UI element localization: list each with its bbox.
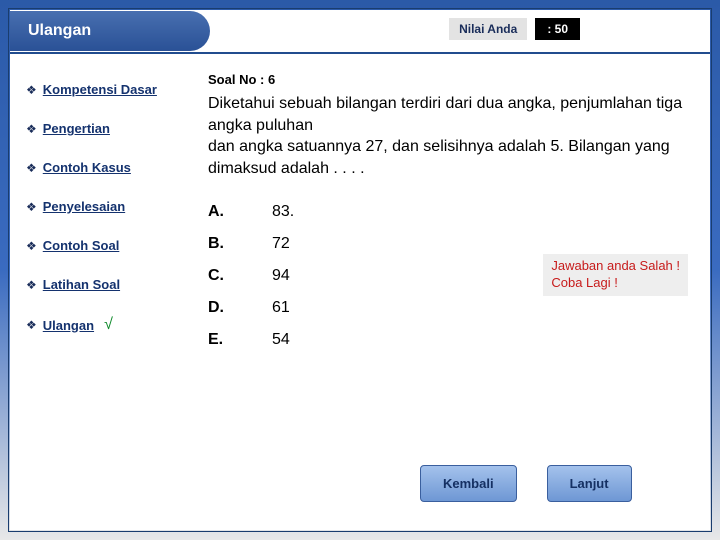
body: ❖ Kompetensi Dasar ❖ Pengertian ❖ Contoh Kasu… bbox=[10, 54, 710, 530]
sidebar-item-label: Penyelesaian bbox=[43, 199, 125, 214]
diamond-bullet-icon: ❖ bbox=[26, 200, 37, 214]
diamond-bullet-icon: ❖ bbox=[26, 122, 37, 136]
option-value: 83. bbox=[272, 203, 294, 221]
sidebar: ❖ Kompetensi Dasar ❖ Pengertian ❖ Contoh Kasu… bbox=[10, 54, 190, 530]
option-value: 94 bbox=[272, 267, 290, 285]
sidebar-item-label: Pengertian bbox=[43, 121, 110, 136]
sidebar-item-1[interactable]: ❖ Pengertian bbox=[26, 121, 182, 136]
diamond-bullet-icon: ❖ bbox=[26, 318, 37, 332]
app-container: Ulangan Nilai Anda : 50 ❖ Kompetensi Dasa… bbox=[10, 10, 710, 530]
back-button[interactable]: Kembali bbox=[420, 465, 517, 502]
diamond-bullet-icon: ❖ bbox=[26, 83, 37, 97]
sidebar-item-0[interactable]: ❖ Kompetensi Dasar bbox=[26, 82, 182, 97]
option-letter: E. bbox=[208, 331, 232, 349]
main-content: Soal No : 6 Diketahui sebuah bilangan te… bbox=[190, 54, 710, 530]
option-letter: D. bbox=[208, 299, 232, 317]
feedback-line2: Coba Lagi ! bbox=[551, 275, 680, 292]
option-B[interactable]: B. 72 bbox=[208, 235, 692, 253]
feedback-line1: Jawaban anda Salah ! bbox=[551, 258, 680, 275]
option-letter: C. bbox=[208, 267, 232, 285]
option-value: 72 bbox=[272, 235, 290, 253]
sidebar-item-2[interactable]: ❖ Contoh Kasus bbox=[26, 160, 182, 175]
check-icon: √ bbox=[104, 316, 113, 334]
option-E[interactable]: E. 54 bbox=[208, 331, 692, 349]
sidebar-item-label: Contoh Soal bbox=[43, 238, 120, 253]
diamond-bullet-icon: ❖ bbox=[26, 278, 37, 292]
sidebar-item-label: Latihan Soal bbox=[43, 277, 120, 292]
next-button[interactable]: Lanjut bbox=[547, 465, 632, 502]
option-value: 61 bbox=[272, 299, 290, 317]
question-number: Soal No : 6 bbox=[208, 72, 692, 87]
diamond-bullet-icon: ❖ bbox=[26, 239, 37, 253]
option-letter: A. bbox=[208, 203, 232, 221]
sidebar-item-3[interactable]: ❖ Penyelesaian bbox=[26, 199, 182, 214]
feedback-message: Jawaban anda Salah ! Coba Lagi ! bbox=[543, 254, 688, 296]
score-box: Nilai Anda : 50 bbox=[449, 18, 580, 40]
button-row: Kembali Lanjut bbox=[420, 465, 632, 502]
sidebar-item-label: Kompetensi Dasar bbox=[43, 82, 157, 97]
sidebar-item-label: Contoh Kasus bbox=[43, 160, 131, 175]
question-text: Diketahui sebuah bilangan terdiri dari d… bbox=[208, 93, 692, 179]
option-value: 54 bbox=[272, 331, 290, 349]
option-A[interactable]: A. 83. bbox=[208, 203, 692, 221]
option-letter: B. bbox=[208, 235, 232, 253]
score-label: Nilai Anda bbox=[449, 18, 527, 40]
title-text: Ulangan bbox=[28, 22, 91, 40]
option-D[interactable]: D. 61 bbox=[208, 299, 692, 317]
sidebar-item-6[interactable]: ❖ Ulangan √ bbox=[26, 316, 182, 334]
sidebar-item-4[interactable]: ❖ Contoh Soal bbox=[26, 238, 182, 253]
diamond-bullet-icon: ❖ bbox=[26, 161, 37, 175]
sidebar-item-5[interactable]: ❖ Latihan Soal bbox=[26, 277, 182, 292]
score-value: : 50 bbox=[535, 18, 580, 40]
page-title: Ulangan bbox=[10, 11, 210, 51]
header: Ulangan Nilai Anda : 50 bbox=[10, 10, 710, 54]
sidebar-item-label: Ulangan bbox=[43, 318, 94, 333]
